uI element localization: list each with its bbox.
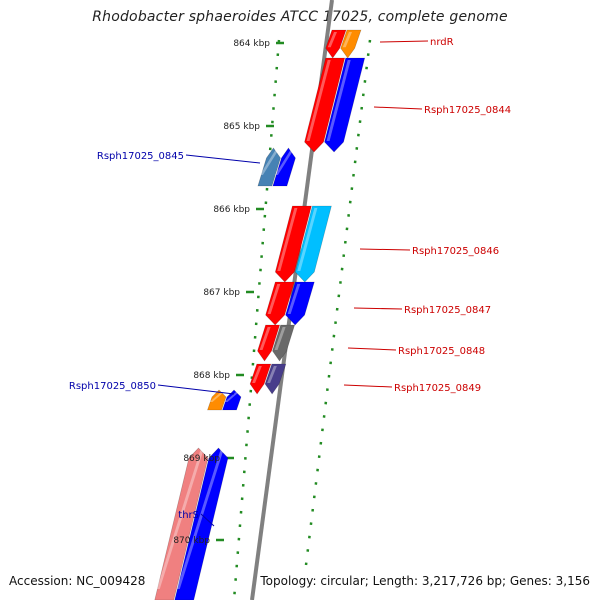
gene-label-Rsph17025_0850[interactable]: Rsph17025_0850 — [69, 381, 156, 392]
scale-label: 865 kbp — [223, 122, 260, 132]
gene-leader-line — [347, 347, 397, 351]
accession-label: Accession: NC_009428 — [9, 574, 146, 588]
map-title: Rhodobacter sphaeroides ATCC 17025, comp… — [92, 9, 508, 25]
gene-leader-line — [379, 40, 429, 43]
gene-Rsph17025_0846-segment-b[interactable] — [294, 205, 332, 283]
gene-label-nrdR[interactable]: nrdR — [430, 37, 454, 48]
gene-leader-line — [200, 513, 215, 527]
gene-leader-line — [359, 248, 411, 251]
gene-nrdR-segment-a[interactable] — [325, 29, 347, 59]
gene-Rsph17025_0848-segment-a[interactable] — [257, 324, 281, 362]
gene-Rsph17025_0847-segment-b[interactable] — [285, 281, 315, 326]
gene-label-Rsph17025_0849[interactable]: Rsph17025_0849 — [394, 383, 481, 394]
gene-thrS-segment-a[interactable] — [154, 447, 209, 600]
scale-label: 864 kbp — [233, 39, 270, 49]
scale-label: 866 kbp — [213, 205, 250, 215]
gene-Rsph17025_0849-segment-b[interactable] — [264, 363, 287, 395]
scale-label: 868 kbp — [193, 371, 230, 381]
gene-leader-line — [353, 307, 403, 310]
gene-label-Rsph17025_0846[interactable]: Rsph17025_0846 — [412, 246, 499, 257]
gene-label-thrS[interactable]: thrS — [178, 510, 199, 521]
gene-Rsph17025_0845-segment-b[interactable] — [272, 147, 296, 187]
gene-Rsph17025_0849-segment-a[interactable] — [249, 363, 272, 395]
gene-Rsph17025_0848-segment-b[interactable] — [272, 324, 296, 362]
gene-leader-line — [343, 384, 393, 388]
gene-Rsph17025_0846-segment-a[interactable] — [274, 205, 312, 283]
gene-leader-line — [157, 384, 235, 395]
gene-label-Rsph17025_0845[interactable]: Rsph17025_0845 — [97, 151, 184, 162]
gene-Rsph17025_0850-segment-a[interactable] — [207, 389, 227, 411]
gene-leader-line — [185, 154, 261, 164]
gene-Rsph17025_0847-segment-a[interactable] — [265, 281, 295, 326]
scale-label: 869 kbp — [183, 454, 220, 464]
gene-thrS-segment-b[interactable] — [174, 447, 229, 600]
gene-Rsph17025_0850-segment-b[interactable] — [222, 389, 242, 411]
gene-label-Rsph17025_0847[interactable]: Rsph17025_0847 — [404, 305, 491, 316]
scale-label: 867 kbp — [203, 288, 240, 298]
topology-label: Topology: circular; Length: 3,217,726 bp… — [260, 574, 590, 588]
gene-label-Rsph17025_0844[interactable]: Rsph17025_0844 — [424, 105, 511, 116]
gene-Rsph17025_0844-segment-a[interactable] — [304, 57, 346, 153]
gene-label-Rsph17025_0848[interactable]: Rsph17025_0848 — [398, 346, 485, 357]
gene-nrdR-segment-b[interactable] — [340, 29, 362, 59]
scale-label: 870 kbp — [173, 536, 210, 546]
gene-leader-line — [373, 106, 423, 110]
gene-Rsph17025_0845-segment-a[interactable] — [257, 147, 281, 187]
gene-Rsph17025_0844-segment-b[interactable] — [324, 57, 366, 153]
